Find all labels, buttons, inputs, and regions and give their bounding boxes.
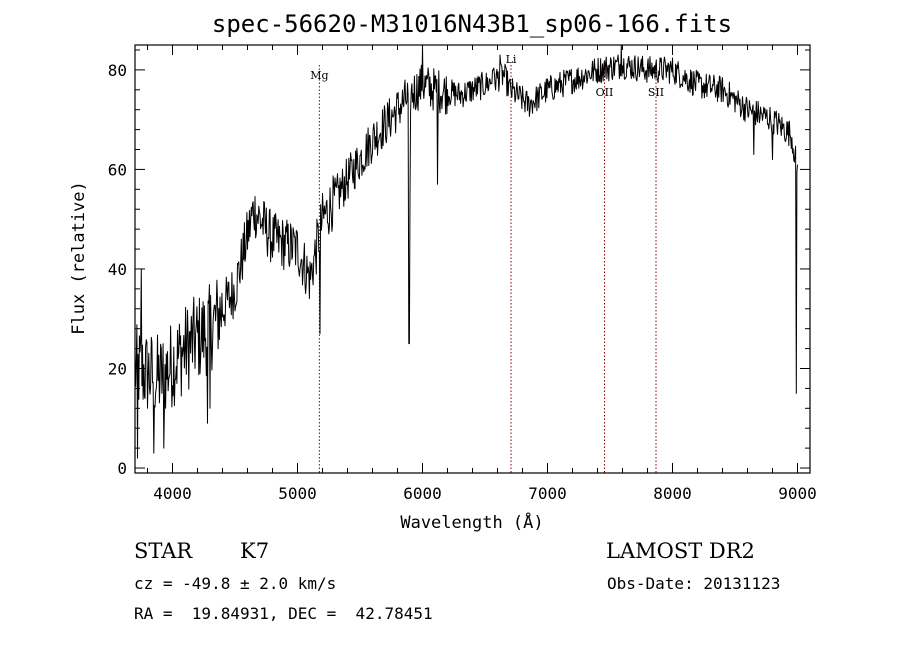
object-subclass: K7 [240, 539, 270, 563]
observation-date: Obs-Date: 20131123 [607, 574, 781, 593]
redshift-cz: cz = -49.8 ± 2.0 km/s [134, 574, 337, 593]
x-tick-label: 7000 [528, 484, 567, 503]
y-tick-label: 40 [108, 260, 127, 279]
reference-line-label: Mg [310, 69, 328, 82]
coordinates: RA = 19.84931, DEC = 42.78451 [134, 604, 433, 623]
y-axis-label: Flux (relative) [69, 181, 89, 335]
reference-line-label: SII [648, 86, 664, 99]
spectrum-line [134, 44, 798, 459]
reference-line-label: OII [596, 86, 614, 99]
axis-tick-labels: 4000 5000 6000 7000 8000 9000 0 20 40 60 80 [108, 61, 817, 503]
y-tick-label: 0 [117, 459, 127, 478]
chart-title: spec-56620-M31016N43B1_sp06-166.fits [212, 10, 732, 38]
x-tick-label: 6000 [403, 484, 442, 503]
object-class: STAR [134, 539, 193, 563]
reference-line-label: Li [506, 53, 517, 66]
plot-frame [134, 44, 811, 474]
x-tick-label: 4000 [153, 484, 192, 503]
y-tick-label: 20 [108, 359, 127, 378]
y-tick-label: 80 [108, 61, 127, 80]
reference-lines: Mg Li OII SII [310, 53, 664, 473]
x-axis-label: Wavelength (Å) [400, 511, 543, 533]
x-tick-label: 8000 [653, 484, 692, 503]
axis-ticks [135, 45, 810, 473]
x-tick-label: 5000 [278, 484, 317, 503]
x-tick-label: 9000 [778, 484, 817, 503]
y-tick-label: 60 [108, 160, 127, 179]
survey-name: LAMOST DR2 [606, 539, 755, 563]
spectrum-series-group [134, 44, 798, 459]
